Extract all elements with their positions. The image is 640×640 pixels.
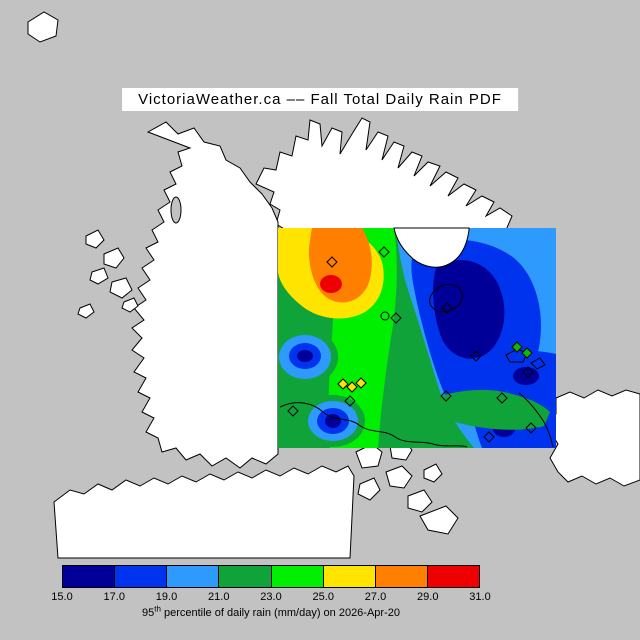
colorbar-segment xyxy=(375,566,428,587)
contour-region xyxy=(297,350,313,362)
colorbar-tick-label: 29.0 xyxy=(417,591,439,603)
colorbar-segment xyxy=(115,566,168,587)
station-marker xyxy=(390,312,402,324)
station-marker xyxy=(470,350,482,362)
contour-region xyxy=(424,389,550,430)
east-coastline-over-field xyxy=(518,392,554,448)
station-marker xyxy=(440,390,452,402)
station-marker xyxy=(441,302,453,314)
mainland-inlet-over-field xyxy=(393,227,470,268)
station-marker xyxy=(511,341,523,353)
station-marker xyxy=(521,347,533,359)
top-left-islet xyxy=(27,11,59,43)
station-marker xyxy=(337,378,349,390)
colorbar-tick-label: 17.0 xyxy=(103,591,125,603)
station-marker xyxy=(483,431,495,443)
station-marker xyxy=(522,366,534,378)
map-title: VictoriaWeather.ca –– Fall Total Daily R… xyxy=(122,88,518,111)
land-layer xyxy=(27,11,640,559)
offshore-island xyxy=(109,277,133,299)
colorbar-segment xyxy=(323,566,376,587)
station-marker xyxy=(496,392,508,404)
station-marker xyxy=(378,246,390,258)
east-mainland xyxy=(547,389,640,487)
colorbar-tick-label: 27.0 xyxy=(364,591,387,603)
colorbar-segment xyxy=(219,566,272,587)
colorbar-segment xyxy=(427,566,479,587)
offshore-island xyxy=(103,247,125,269)
station-markers-layer xyxy=(287,246,537,443)
san-juan-island xyxy=(423,463,443,483)
san-juan-island xyxy=(357,477,381,501)
offshore-island xyxy=(121,297,139,313)
san-juan-island xyxy=(385,465,413,489)
station-marker xyxy=(346,381,358,393)
gulf-island-outline xyxy=(429,283,463,313)
station-marker xyxy=(344,395,356,407)
colorbar-segment xyxy=(63,566,116,587)
caption-text: percentile of daily rain (mm/day) on 202… xyxy=(160,607,400,619)
inland-lake xyxy=(170,196,182,224)
contour-region xyxy=(320,275,342,293)
caption-prefix: 95 xyxy=(142,607,155,619)
colorbar-segment xyxy=(167,566,220,587)
colorbar-tick-label: 15.0 xyxy=(51,591,73,603)
station-marker xyxy=(287,405,299,417)
colorbar-segments xyxy=(62,565,480,588)
colorbar-tick-label: 23.0 xyxy=(260,591,282,603)
san-juan-island xyxy=(419,505,459,535)
station-marker xyxy=(355,377,367,389)
vancouver-island xyxy=(131,121,279,469)
rain-field-layer xyxy=(278,228,556,448)
coastline-overlay-layer xyxy=(279,227,554,448)
offshore-island xyxy=(89,267,109,285)
gulf-island-outline xyxy=(530,357,546,370)
caption-superscript: th xyxy=(154,604,161,614)
offshore-island xyxy=(85,229,105,249)
colorbar-tick-label: 21.0 xyxy=(208,591,230,603)
station-marker xyxy=(525,422,537,434)
station-marker xyxy=(326,256,338,268)
colorbar-tick-label: 19.0 xyxy=(155,591,178,603)
contour-region xyxy=(325,414,341,428)
gulf-island-outline xyxy=(380,311,390,321)
colorbar-caption: 95th percentile of daily rain (mm/day) o… xyxy=(62,604,480,619)
olympic-peninsula xyxy=(53,465,355,559)
colorbar-tick-label: 31.0 xyxy=(469,591,491,603)
colorbar-segment xyxy=(271,566,324,587)
south-coastline-over-field xyxy=(279,402,468,448)
colorbar: 15.0 17.0 19.0 21.0 23.0 25.0 27.0 29.0 31.0 xyxy=(51,565,491,603)
san-juan-island xyxy=(407,489,433,513)
offshore-island xyxy=(77,303,95,319)
colorbar-tick-label: 25.0 xyxy=(312,591,334,603)
